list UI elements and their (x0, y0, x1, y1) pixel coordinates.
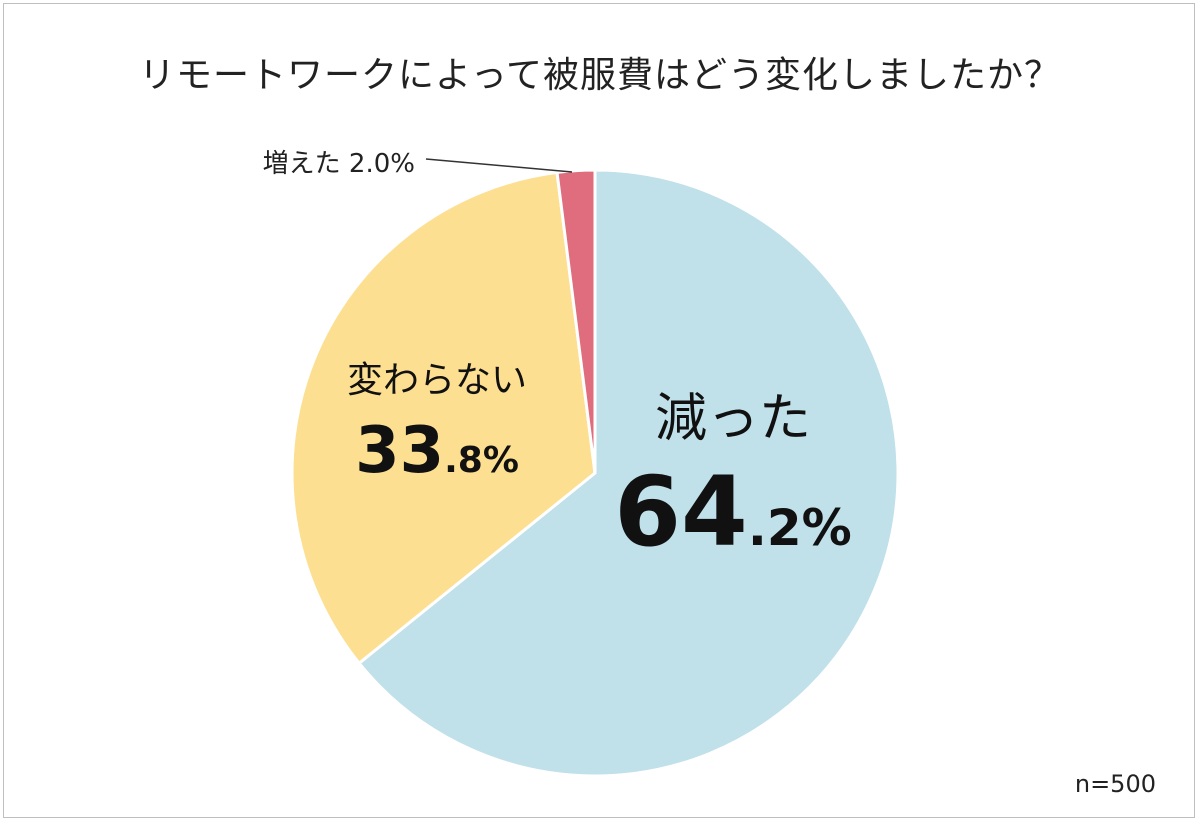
slice-label-unchanged: 変わらない 33.8% (347, 360, 527, 488)
slice-label-unchanged-value: 33.8% (355, 414, 519, 488)
slice-value-unchanged-dec: .8% (444, 440, 519, 481)
slice-label-decreased-name: 減った (655, 389, 811, 449)
slice-label-unchanged-name: 変わらない (347, 360, 527, 401)
slice-label-increased-text: 増えた 2.0% (263, 149, 415, 179)
pie-slices (290, 168, 900, 778)
leader-line-increased (425, 158, 573, 173)
slice-label-increased: 増えた 2.0% (263, 149, 573, 179)
slice-unchanged (290, 170, 597, 665)
slice-value-unchanged-int: 33 (355, 414, 444, 488)
chart-title: リモートワークによって被服費はどう変化しましたか？ (138, 55, 1062, 96)
slice-label-decreased-value: 64.2% (614, 456, 851, 568)
slice-label-decreased: 減った 64.2% (614, 389, 851, 568)
slice-increased (555, 168, 597, 475)
slice-decreased (357, 168, 900, 778)
slice-value-decreased-int: 64 (614, 456, 748, 568)
slice-value-decreased-dec: .2% (748, 499, 852, 557)
sample-size-label: n=500 (1074, 770, 1156, 798)
